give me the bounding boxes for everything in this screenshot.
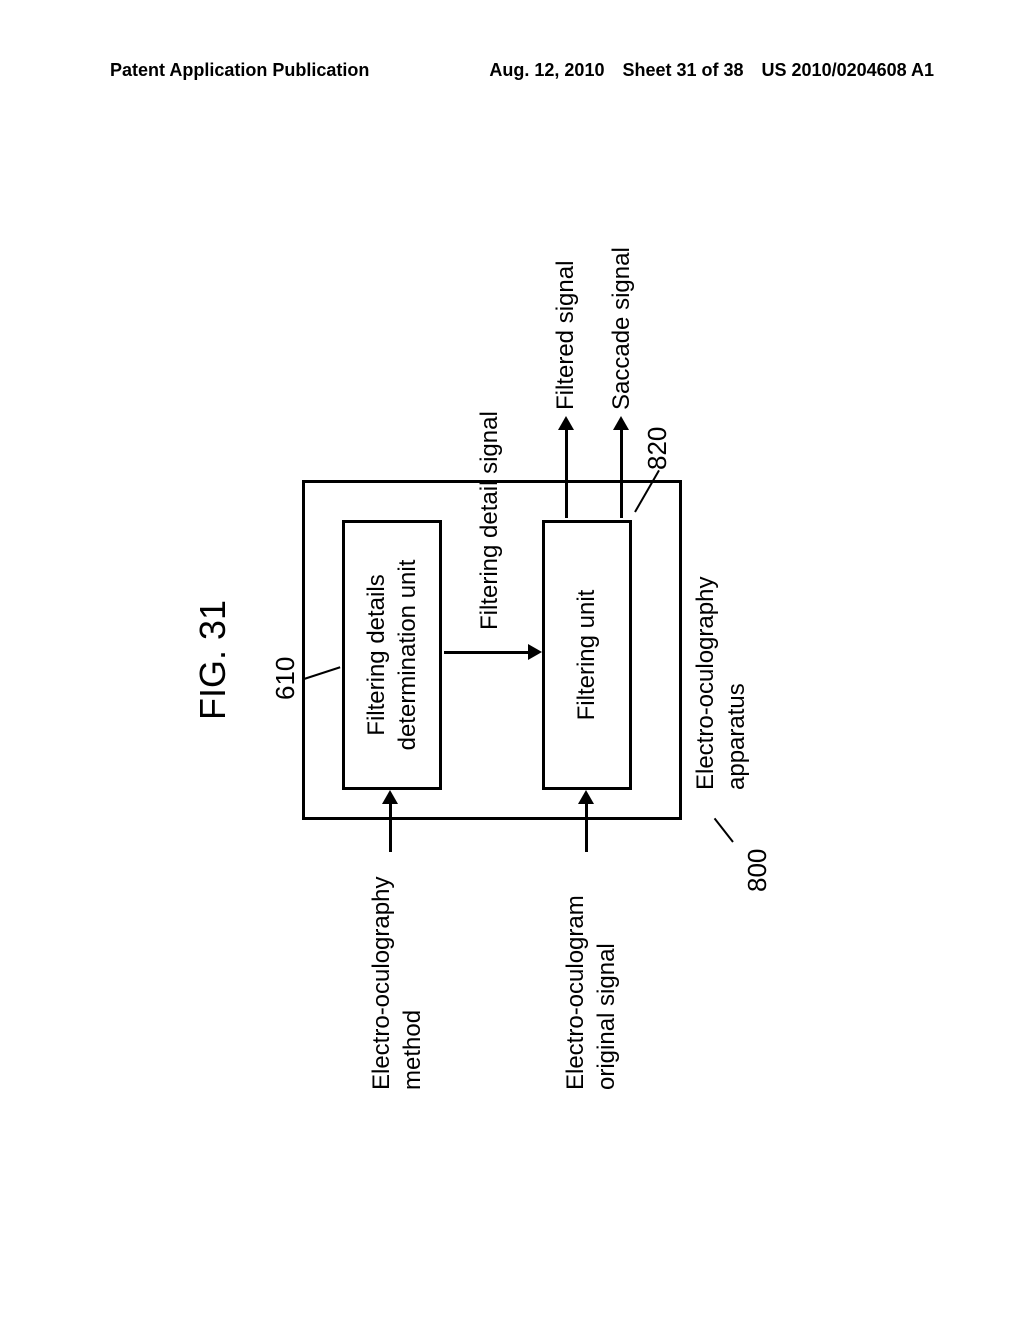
header-date: Aug. 12, 2010: [489, 60, 604, 81]
arrow-detail-head: [528, 644, 542, 660]
header-pubno: US 2010/0204608 A1: [762, 60, 934, 81]
determination-unit-box: Filtering details determination unit: [342, 520, 442, 790]
ref-number-800: 800: [742, 849, 773, 892]
header-right-group: Aug. 12, 2010 Sheet 31 of 38 US 2010/020…: [489, 60, 934, 81]
arrow-method-head: [382, 790, 398, 804]
ref-number-820: 820: [642, 427, 673, 470]
output-saccade-label: Saccade signal: [608, 247, 636, 410]
arrow-method-line: [389, 802, 392, 852]
input-method-label: Electro-oculography method: [366, 877, 428, 1090]
arrow-original-head: [578, 790, 594, 804]
figure-title: FIG. 31: [192, 600, 234, 720]
arrow-filtered-head: [558, 416, 574, 430]
page-header: Patent Application Publication Aug. 12, …: [0, 60, 1024, 81]
arrow-detail-line: [444, 651, 530, 654]
arrow-saccade-line: [620, 428, 623, 518]
arrow-saccade-head: [613, 416, 629, 430]
header-sheet: Sheet 31 of 38: [622, 60, 743, 81]
arrow-original-line: [585, 802, 588, 852]
ref-number-610: 610: [270, 657, 301, 700]
input-original-label: Electro-oculogram original signal: [560, 895, 622, 1090]
filtering-unit-box: Filtering unit: [542, 520, 632, 790]
arrow-filtered-line: [565, 428, 568, 518]
diagram-container: FIG. 31 610 Filtering details determinat…: [192, 230, 832, 1090]
determination-unit-label: Filtering details determination unit: [361, 560, 423, 751]
ref-800-leader: [714, 818, 734, 843]
apparatus-label: Electro-oculography apparatus: [690, 577, 752, 790]
filtering-detail-signal-label: Filtering detail signal: [476, 411, 504, 630]
filtering-unit-label: Filtering unit: [571, 590, 602, 721]
output-filtered-label: Filtered signal: [552, 261, 580, 410]
header-publication: Patent Application Publication: [110, 60, 369, 81]
